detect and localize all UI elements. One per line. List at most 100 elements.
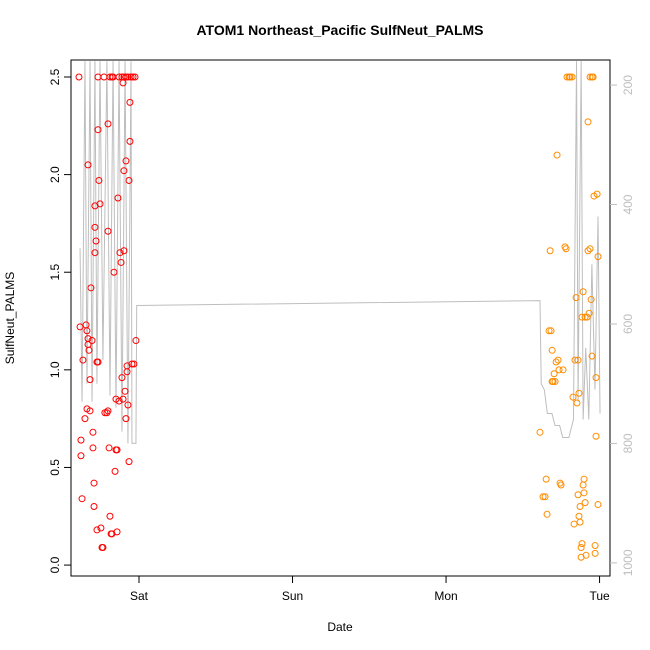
y-axis-label: SulfNeut_PALMS <box>3 272 17 365</box>
point <box>104 227 112 235</box>
point <box>571 356 579 364</box>
point <box>569 393 577 401</box>
y-tick-label: 1.5 <box>48 264 62 281</box>
point <box>126 98 134 106</box>
point <box>115 73 123 81</box>
point <box>92 237 100 245</box>
point <box>89 428 97 436</box>
point <box>78 495 86 503</box>
point <box>576 518 584 526</box>
plot-box <box>70 59 611 577</box>
point <box>577 543 585 551</box>
point <box>551 378 559 386</box>
point <box>554 356 562 364</box>
point <box>580 489 588 497</box>
point <box>549 378 557 386</box>
point <box>94 358 102 366</box>
point <box>94 126 102 134</box>
point <box>578 313 586 321</box>
point <box>576 502 584 510</box>
point <box>587 296 595 304</box>
point <box>588 352 596 360</box>
point <box>125 458 133 466</box>
point <box>106 73 114 81</box>
point <box>130 360 138 368</box>
point <box>118 374 126 382</box>
point <box>547 327 555 335</box>
point <box>536 428 544 436</box>
point <box>132 337 140 345</box>
point <box>87 284 95 292</box>
point <box>573 399 581 407</box>
y2-tick-label: 400 <box>621 194 635 214</box>
point <box>97 524 105 532</box>
point <box>86 376 94 384</box>
point <box>580 475 588 483</box>
point <box>119 395 127 403</box>
point <box>592 374 600 382</box>
point <box>93 526 101 534</box>
y2-tick-label: 1000 <box>621 549 635 576</box>
point <box>121 387 129 395</box>
point <box>83 327 91 335</box>
point <box>591 542 599 550</box>
point <box>115 397 123 405</box>
point <box>572 294 580 302</box>
point <box>589 73 597 81</box>
point <box>592 432 600 440</box>
point <box>581 313 589 321</box>
point <box>570 520 578 528</box>
point <box>575 389 583 397</box>
point <box>75 73 83 81</box>
point <box>546 247 554 255</box>
line <box>79 61 601 444</box>
point <box>113 446 121 454</box>
point <box>90 479 98 487</box>
point <box>122 157 130 165</box>
chart-title: ATOM1 Northeast_Pacific SulfNeut_PALMS <box>196 22 483 38</box>
point <box>77 452 85 460</box>
point <box>594 501 602 509</box>
x-tick-label: Tue <box>589 589 610 603</box>
point <box>574 356 582 364</box>
point <box>110 268 118 276</box>
point <box>591 549 599 557</box>
point <box>582 551 590 559</box>
point <box>578 540 586 548</box>
point <box>89 444 97 452</box>
point <box>539 493 547 501</box>
point <box>543 510 551 518</box>
point <box>91 223 99 231</box>
point <box>128 360 136 368</box>
point <box>585 309 593 317</box>
point <box>594 253 602 261</box>
x-tick-label: Mon <box>434 589 457 603</box>
point <box>563 73 571 81</box>
point <box>584 247 592 255</box>
point <box>104 120 112 128</box>
y-tick-label: 2.0 <box>48 166 62 183</box>
plot-area <box>75 61 602 561</box>
point <box>557 481 565 489</box>
point <box>553 151 561 159</box>
point <box>555 366 563 374</box>
x-tick-label: Sun <box>282 589 303 603</box>
point <box>117 258 125 266</box>
point <box>583 313 591 321</box>
point <box>541 493 549 501</box>
point <box>91 249 99 257</box>
point <box>106 512 114 520</box>
point <box>127 73 135 81</box>
point <box>584 118 592 126</box>
point <box>90 502 98 510</box>
x-tick-label: Sat <box>130 589 149 603</box>
point <box>77 436 85 444</box>
point <box>113 528 121 536</box>
point <box>542 475 550 483</box>
point <box>120 73 128 81</box>
point <box>122 415 130 423</box>
point <box>86 407 94 415</box>
point <box>562 245 570 253</box>
y-tick-label: 0.5 <box>48 459 62 476</box>
